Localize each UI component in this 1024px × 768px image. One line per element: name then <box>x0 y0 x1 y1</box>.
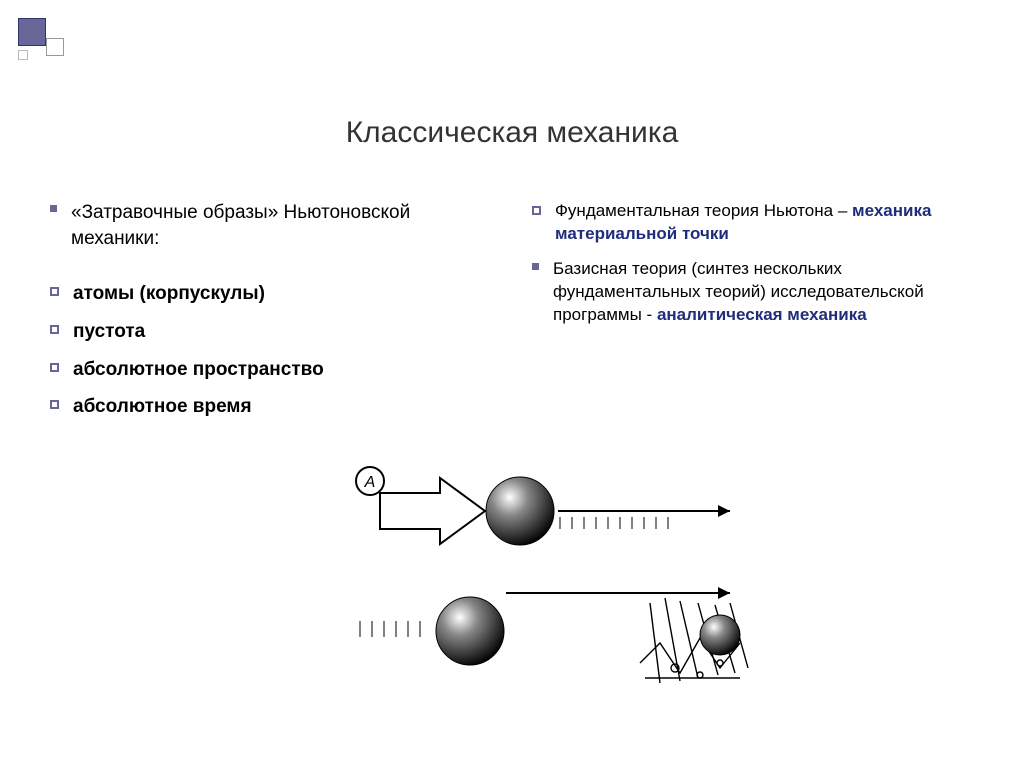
list-text: абсолютное пространство <box>73 357 324 383</box>
list-item: абсолютное время <box>50 394 492 420</box>
physics-diagram: A <box>320 463 760 698</box>
intro-text: «Затравочные образы» Ньютоновской механи… <box>71 200 492 251</box>
list-text: атомы (корпускулы) <box>73 281 265 307</box>
bullet-square <box>50 400 59 409</box>
right-column: Фундаментальная теория Ньютона – механик… <box>532 200 974 432</box>
right-text-1: Фундаментальная теория Ньютона – механик… <box>555 200 974 246</box>
intro-item: «Затравочные образы» Ньютоновской механи… <box>50 200 492 251</box>
bullet-square <box>50 287 59 296</box>
list-text: абсолютное время <box>73 394 252 420</box>
content-columns: «Затравочные образы» Ньютоновской механи… <box>50 200 974 432</box>
bullet-square <box>50 325 59 334</box>
diagram-label-a: A <box>364 474 376 491</box>
bullet-square-filled <box>50 205 57 212</box>
list-item: атомы (корпускулы) <box>50 281 492 307</box>
list-item: пустота <box>50 319 492 345</box>
slide-title: Классическая механика <box>0 116 1024 150</box>
bullet-square-filled <box>532 263 539 270</box>
right-item-1: Фундаментальная теория Ньютона – механик… <box>532 200 974 246</box>
list-text: пустота <box>73 319 145 345</box>
right-text-2: Базисная теория (синтез нескольких фунда… <box>553 258 974 327</box>
bullet-square <box>532 206 541 215</box>
bullet-square <box>50 363 59 372</box>
left-column: «Затравочные образы» Ньютоновской механи… <box>50 200 492 432</box>
list-item: абсолютное пространство <box>50 357 492 383</box>
right-item-2: Базисная теория (синтез нескольких фунда… <box>532 258 974 327</box>
